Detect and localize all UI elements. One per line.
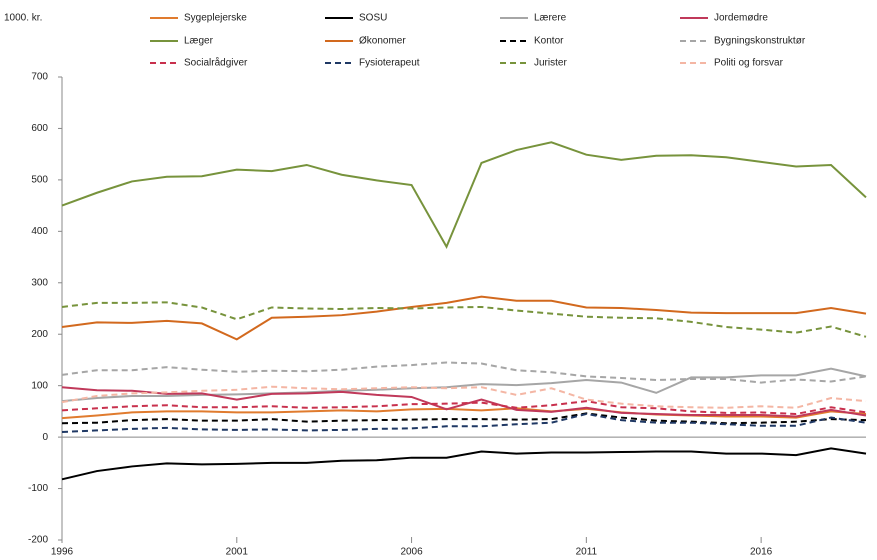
legend-label: Økonomer bbox=[359, 36, 406, 47]
y-tick-label: 300 bbox=[31, 277, 48, 288]
series-line bbox=[61, 385, 867, 409]
y-tick-label: 200 bbox=[31, 329, 48, 340]
y-tick-label: 100 bbox=[31, 380, 48, 391]
legend-label: Bygningskonstruktør bbox=[714, 36, 806, 47]
y-tick-label: 700 bbox=[31, 72, 48, 83]
y-axis-label: 1000. kr. bbox=[4, 13, 42, 24]
series-line bbox=[61, 412, 867, 425]
legend-label: Læger bbox=[184, 36, 214, 47]
series-line bbox=[61, 447, 867, 481]
x-tick-label: 1996 bbox=[51, 547, 74, 558]
series-line bbox=[61, 400, 867, 415]
x-tick-label: 2016 bbox=[750, 547, 773, 558]
series-line bbox=[61, 367, 867, 403]
series-line bbox=[61, 141, 867, 250]
legend-label: Politi og forsvar bbox=[714, 58, 784, 69]
series-line bbox=[61, 412, 867, 433]
y-tick-label: 0 bbox=[42, 432, 48, 443]
series-line bbox=[61, 386, 867, 418]
series-line bbox=[61, 407, 867, 420]
legend-label: Fysioterapeut bbox=[359, 58, 420, 69]
y-tick-label: 400 bbox=[31, 226, 48, 237]
legend-label: Sygeplejerske bbox=[184, 13, 247, 24]
series-line bbox=[61, 295, 867, 341]
legend-label: Jordemødre bbox=[714, 13, 768, 24]
legend-label: Lærere bbox=[534, 13, 567, 24]
y-tick-label: -200 bbox=[28, 535, 48, 546]
y-tick-label: 500 bbox=[31, 175, 48, 186]
x-tick-label: 2011 bbox=[576, 547, 598, 558]
x-tick-label: 2006 bbox=[400, 547, 423, 558]
series-line bbox=[61, 301, 867, 338]
legend-label: Socialrådgiver bbox=[184, 57, 248, 69]
y-tick-label: 600 bbox=[31, 123, 48, 134]
series-line bbox=[61, 361, 867, 384]
legend-label: Kontor bbox=[534, 36, 564, 47]
x-tick-label: 2001 bbox=[226, 547, 249, 558]
y-tick-label: -100 bbox=[28, 483, 48, 494]
legend-label: Jurister bbox=[534, 58, 567, 69]
legend-label: SOSU bbox=[359, 13, 387, 24]
